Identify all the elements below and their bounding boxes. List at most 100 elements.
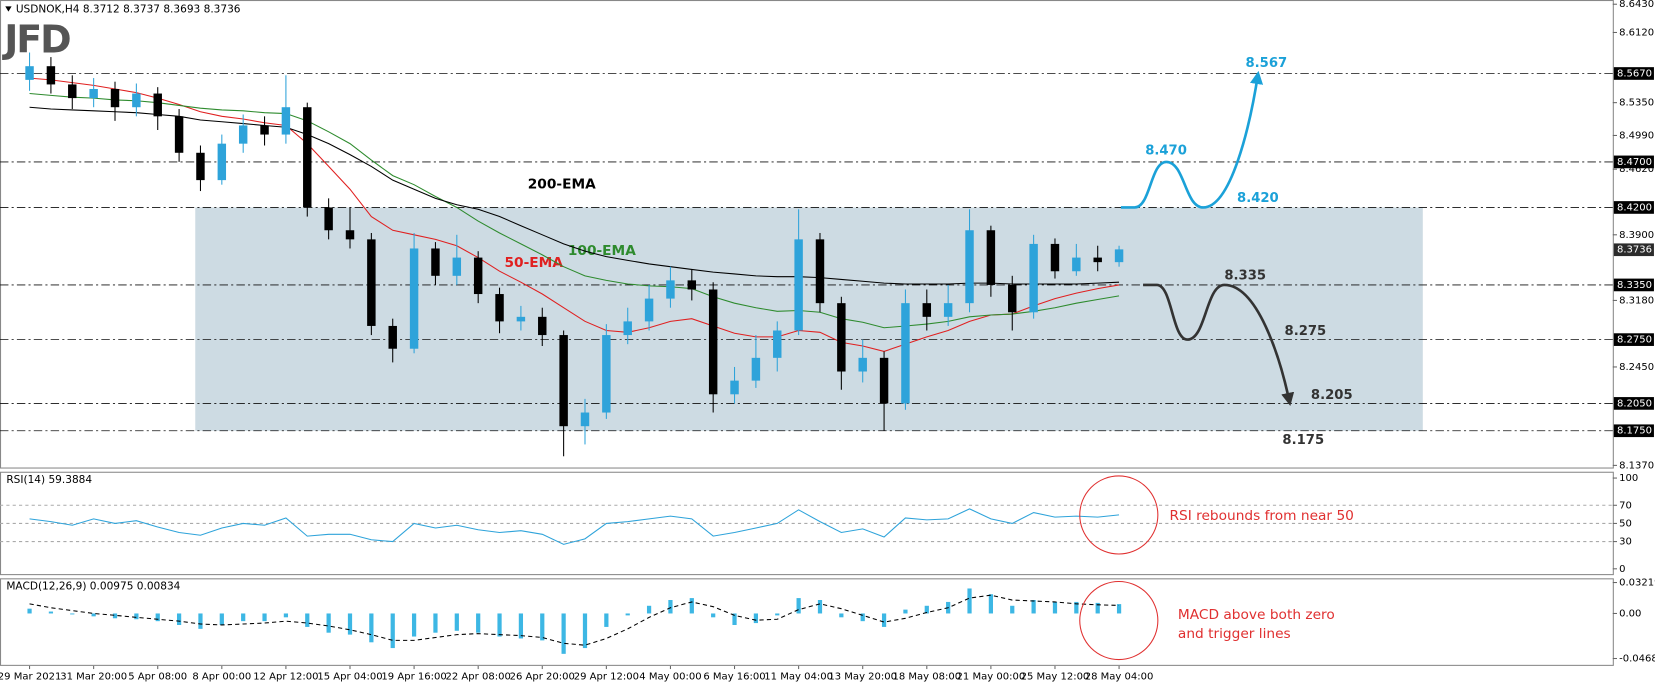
candle-body [1029, 243, 1038, 313]
macd-bar [924, 605, 929, 614]
candle-body [943, 303, 953, 317]
y-tick-label: 30 [1619, 537, 1632, 548]
projection-label: 8.275 [1285, 324, 1327, 339]
candle-body [388, 325, 397, 349]
macd-bar [625, 613, 630, 616]
projection-label: 8.470 [1145, 143, 1187, 158]
candle-body [1050, 243, 1060, 272]
level-box [1613, 278, 1654, 292]
candle-body [751, 357, 761, 381]
candle-body [132, 93, 141, 108]
level-box [1613, 397, 1654, 410]
ema-label: 200-EMA [528, 177, 596, 193]
y-tick-label: 8.2450 [1619, 362, 1654, 373]
macd-bar [155, 613, 160, 622]
macd-bar [347, 613, 353, 635]
x-tick-label: 13 May 20:00 [828, 671, 897, 682]
projection-label: 8.335 [1224, 268, 1266, 283]
candle-body [452, 257, 462, 276]
level-label: 8.4700 [1617, 157, 1652, 168]
candle-body [1008, 284, 1017, 313]
header: USDNOK,H4 8.3712 8.3737 8.3693 8.3736 [16, 3, 241, 15]
projection-path [1143, 283, 1295, 406]
candle-body [773, 330, 782, 358]
candle-body [708, 289, 718, 395]
projection-label: 8.420 [1237, 191, 1279, 206]
level-box [1613, 67, 1654, 80]
macd-bar [27, 608, 32, 614]
macd-bar [753, 613, 759, 624]
candle-body [68, 84, 77, 99]
macd-bar [1052, 601, 1058, 614]
ema-line [29, 92, 1120, 329]
candle-body [217, 143, 227, 181]
candle-body [858, 357, 867, 372]
candle-body [324, 207, 333, 231]
candle-body [901, 303, 910, 404]
candle-body [473, 257, 483, 295]
macd-bar [903, 609, 908, 614]
macd-bar [1074, 601, 1079, 614]
projection-label: 8.175 [1282, 433, 1324, 448]
macd-note: and trigger lines [1178, 626, 1291, 642]
macd-bar [839, 613, 844, 618]
candle-body [25, 66, 34, 80]
level-label: 8.2750 [1617, 335, 1652, 346]
candle-body [879, 357, 889, 404]
y-tick-label: 100 [1619, 473, 1638, 484]
candle-body [110, 88, 120, 108]
macd-bar [262, 613, 267, 622]
x-tick-label: 15 Apr 04:00 [317, 671, 382, 682]
macd-note: MACD above both zero [1178, 607, 1335, 623]
x-tick-label: 26 Apr 20:00 [510, 671, 575, 682]
macd-bar [326, 613, 331, 633]
x-tick-label: 5 Apr 08:00 [128, 671, 187, 682]
candle-body [666, 280, 675, 299]
candle-body [153, 93, 162, 117]
signal-line [29, 594, 1120, 646]
candle-body [409, 248, 419, 349]
macd-bar [860, 613, 865, 622]
x-tick-label: 29 Apr 12:00 [574, 671, 639, 682]
macd-bar [689, 598, 694, 614]
level-label: 8.1750 [1617, 426, 1652, 437]
macd-bar [241, 613, 246, 622]
candle-body [580, 412, 590, 427]
projection-label: 8.567 [1245, 56, 1287, 71]
x-tick-label: 21 May 00:00 [957, 671, 1026, 682]
macd-bar [48, 611, 54, 614]
candle-body [730, 380, 739, 395]
candle-body [345, 230, 355, 240]
macd-bar [561, 613, 566, 654]
candle-body [837, 303, 846, 372]
macd-bar [817, 600, 823, 614]
candle-body [922, 303, 932, 317]
level-label: 8.3350 [1617, 280, 1652, 291]
rsi-line [29, 508, 1120, 545]
macd-bar [646, 605, 652, 614]
macd-bar [454, 613, 459, 631]
macd-bar [305, 613, 310, 627]
last-price-box [1613, 243, 1654, 257]
y-tick-label: 8.5350 [1619, 98, 1654, 109]
macd-bar [1031, 600, 1036, 614]
ema-label: 100-EMA [568, 243, 636, 259]
level-label: 8.2050 [1617, 398, 1652, 409]
candle-body [89, 88, 98, 99]
candle-body [602, 335, 611, 413]
candle-body [174, 116, 184, 153]
x-tick-label: 18 May 08:00 [892, 671, 961, 682]
rsi-title: RSI(14) 59.3884 [6, 474, 92, 486]
y-tick-label: 50 [1619, 518, 1632, 529]
y-tick-label: 0.00 [1619, 608, 1641, 619]
x-tick-label: 6 May 16:00 [703, 671, 765, 682]
level-box [1613, 155, 1654, 169]
candle-body [196, 152, 205, 181]
projection-label: 8.205 [1311, 388, 1353, 403]
macd-bar [134, 613, 139, 620]
y-tick-label: 8.6120 [1619, 27, 1654, 38]
macd-title: MACD(12,26,9) 0.00975 0.00834 [6, 581, 180, 593]
y-tick-label: 8.4990 [1619, 130, 1654, 141]
y-tick-label: 8.6430 [1619, 0, 1654, 10]
